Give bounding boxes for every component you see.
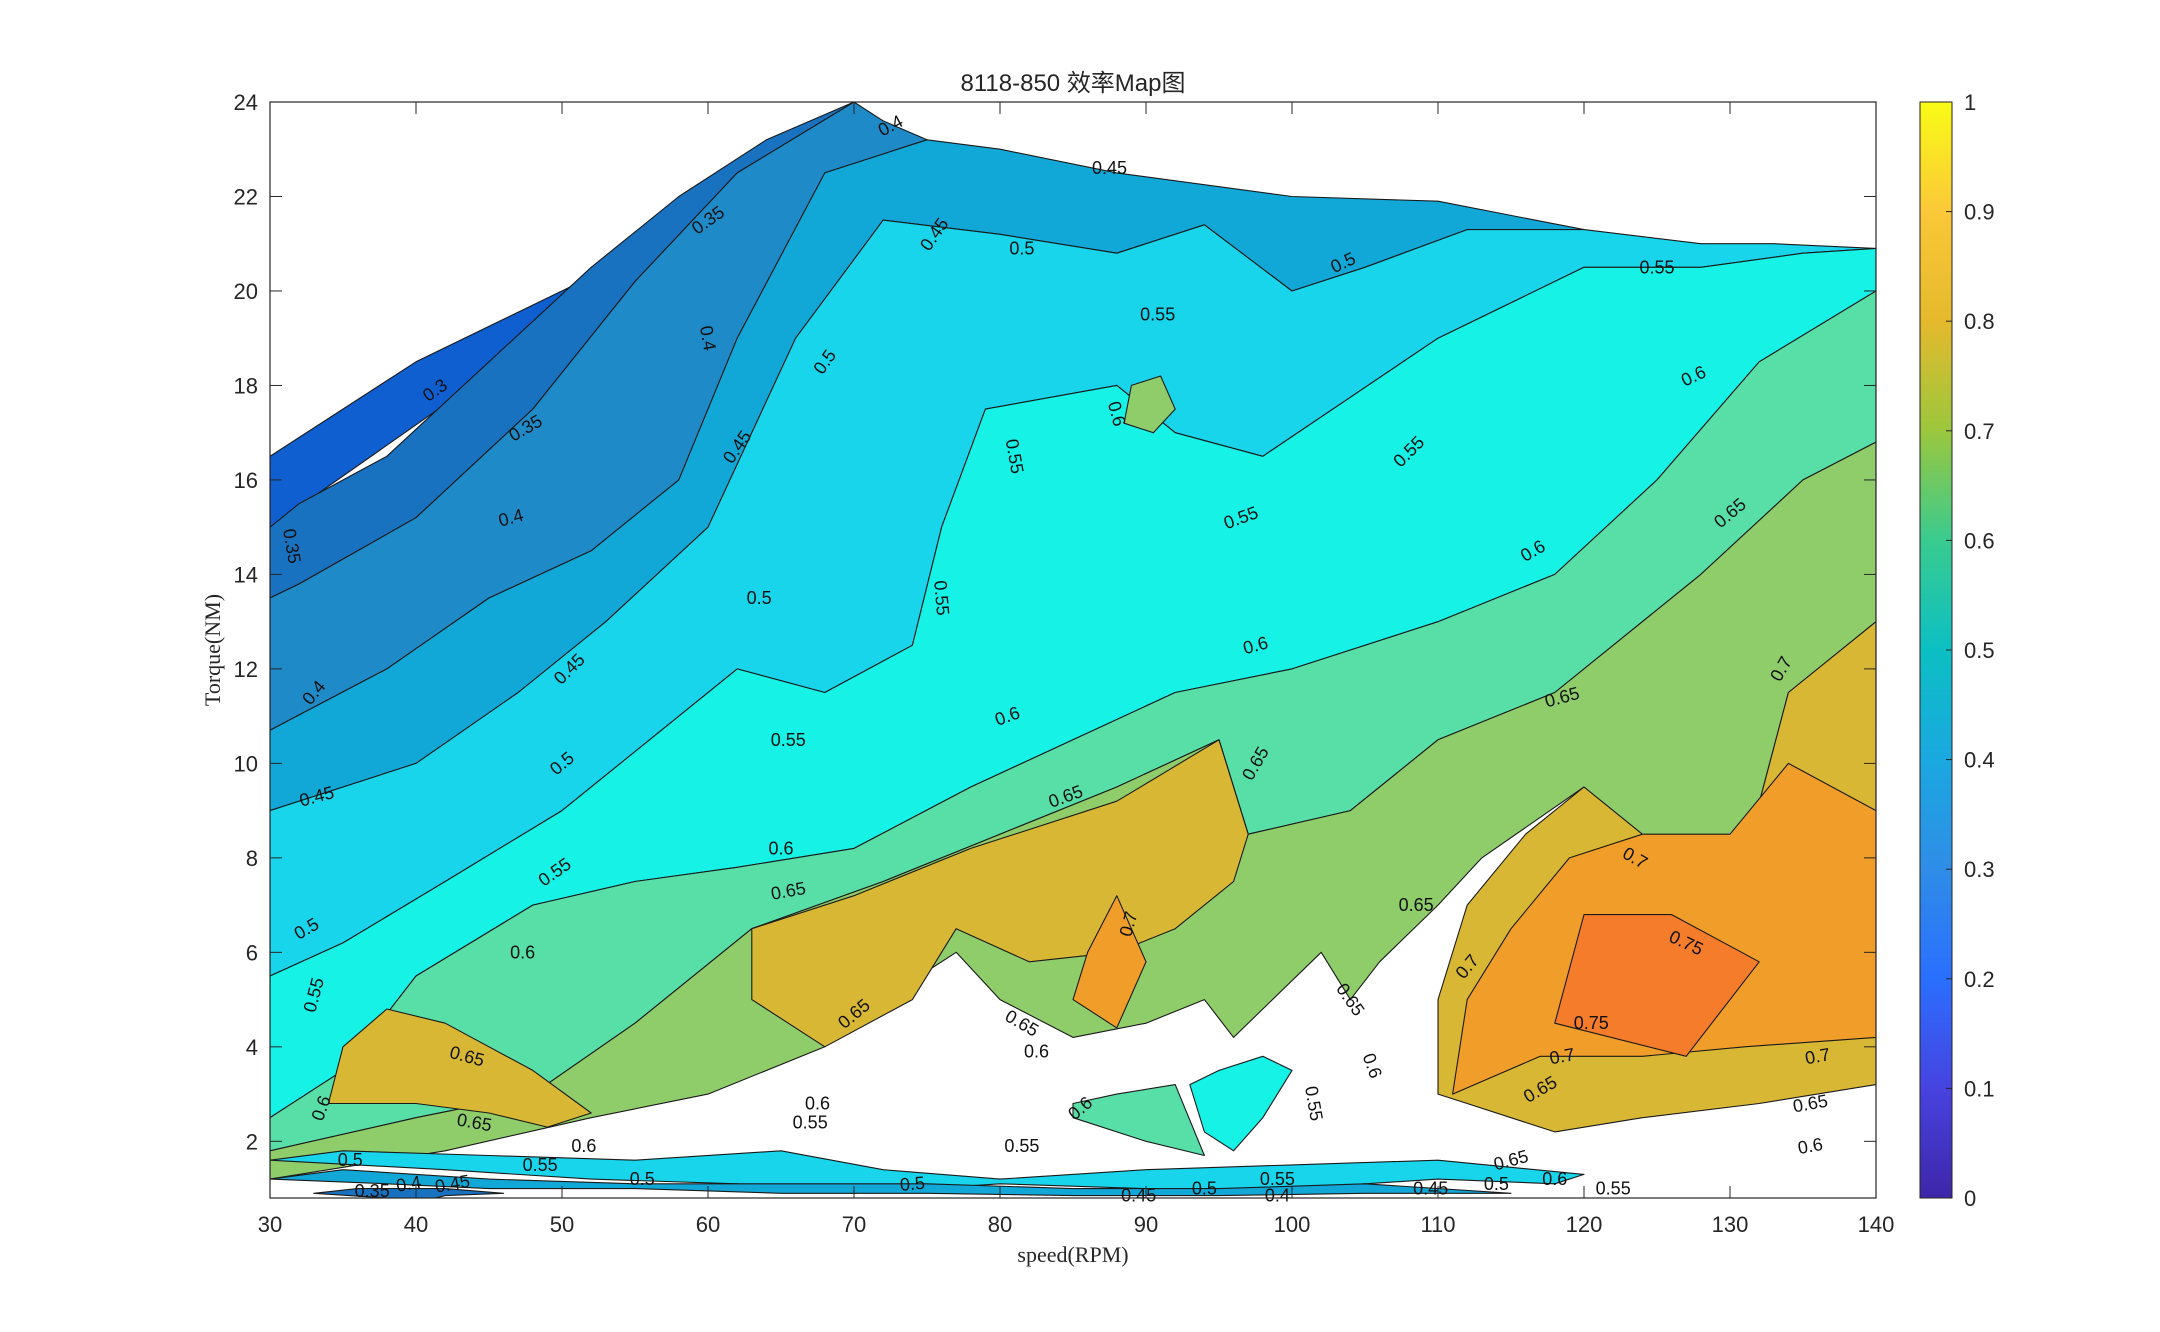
contour-label-50: 0.6 — [1024, 1042, 1049, 1062]
contour-label-78: 0.55 — [1596, 1179, 1631, 1199]
contour-region-14 — [1189, 1055, 1293, 1152]
contour-label-58: 0.6 — [805, 1094, 830, 1114]
contour-label-6: 0.55 — [1639, 257, 1674, 277]
colorbar-tick-label-3: 0.3 — [1964, 857, 1995, 882]
colorbar-tick-label-10: 1 — [1964, 90, 1976, 115]
contour-label-76: 0.5 — [1484, 1174, 1509, 1194]
colorbar-tick-label-5: 0.5 — [1964, 638, 1995, 663]
colorbar-tick-label-2: 0.2 — [1964, 967, 1995, 992]
contour-label-8: 0.55 — [1140, 305, 1175, 325]
y-tick-label-2: 6 — [246, 940, 258, 965]
plot-frame — [269, 101, 1877, 1199]
x-tick-label-10: 130 — [1712, 1212, 1749, 1237]
contour-region-13 — [1072, 895, 1147, 1029]
y-tick-label-5: 12 — [234, 657, 258, 682]
contour-label-62: 0.55 — [793, 1112, 828, 1132]
x-tick-label-7: 100 — [1274, 1212, 1311, 1237]
contour-label-71: 0.6 — [1542, 1169, 1567, 1189]
x-axis-label: speed(RPM) — [1017, 1242, 1128, 1267]
colorbar-tick-label-7: 0.7 — [1964, 419, 1995, 444]
y-tick-label-9: 20 — [234, 279, 258, 304]
contour-label-69: 0.55 — [1260, 1169, 1295, 1189]
contour-region-12 — [751, 739, 1249, 1048]
y-tick-label-1: 4 — [246, 1035, 258, 1060]
contour-region-16 — [1123, 375, 1176, 434]
contour-label-75: 0.5 — [1192, 1179, 1217, 1199]
contour-label-7: 0.4 — [696, 324, 720, 352]
contour-region-15 — [1072, 1084, 1205, 1157]
contour-label-81: 0.4 — [1265, 1186, 1290, 1206]
contour-label-63: 0.6 — [571, 1136, 596, 1156]
contour-label-42: 0.6 — [510, 942, 535, 962]
colorbar-tick-label-9: 0.9 — [1964, 200, 1995, 225]
contour-label-39: 0.65 — [1399, 895, 1434, 915]
contour-label-66: 0.5 — [338, 1150, 363, 1170]
y-tick-label-10: 22 — [234, 184, 258, 209]
x-tick-label-3: 60 — [696, 1212, 720, 1237]
y-axis-label: Torque(NM) — [200, 594, 225, 706]
y-tick-label-7: 16 — [234, 468, 258, 493]
contour-label-36: 0.6 — [768, 838, 793, 858]
contour-label-64: 0.55 — [1004, 1136, 1039, 1156]
x-tick-label-8: 110 — [1420, 1212, 1455, 1237]
contour-label-52: 0.7 — [1548, 1044, 1576, 1068]
x-tick-label-2: 50 — [550, 1212, 574, 1237]
contour-label-73: 0.4 — [395, 1172, 423, 1196]
contour-label-67: 0.55 — [523, 1155, 558, 1175]
contour-label-79: 0.35 — [355, 1181, 390, 1201]
chart-title: 8118-850 效率Map图 — [961, 70, 1186, 97]
x-tick-label-9: 120 — [1566, 1212, 1603, 1237]
contour-region-10 — [1554, 914, 1760, 1057]
contour-label-53: 0.7 — [1804, 1044, 1832, 1068]
contour-region-18 — [270, 1169, 1512, 1197]
colorbar-tick-label-4: 0.4 — [1964, 748, 1995, 773]
contour-region-19 — [313, 1188, 505, 1198]
y-tick-label-4: 10 — [234, 751, 258, 776]
contour-label-70: 0.5 — [630, 1169, 655, 1189]
colorbar-tick-label-1: 0.1 — [1964, 1076, 1995, 1101]
colorbar-tick-label-0: 0 — [1964, 1186, 1976, 1211]
contour-label-4: 0.5 — [1009, 238, 1034, 258]
x-axis: 30 40 50 60 70 80 90 100 110 120 130 140 — [258, 102, 1895, 1237]
x-tick-label-5: 80 — [988, 1212, 1012, 1237]
x-tick-label-11: 140 — [1858, 1212, 1895, 1237]
contour-region-11 — [327, 1008, 592, 1128]
contour-label-80: 0.45 — [1121, 1186, 1156, 1206]
contour-label-22: 0.55 — [930, 580, 953, 617]
colorbar-tick-label-6: 0.6 — [1964, 528, 1995, 553]
contour-label-65: 0.6 — [1796, 1134, 1824, 1158]
x-tick-label-1: 40 — [404, 1212, 428, 1237]
y-tick-label-0: 2 — [246, 1129, 258, 1154]
y-tick-label-3: 8 — [246, 846, 258, 871]
contour-label-30: 0.55 — [771, 730, 806, 750]
x-tick-label-0: 30 — [258, 1212, 282, 1237]
y-tick-label-6: 14 — [234, 562, 258, 587]
contour-label-72: 0.5 — [899, 1173, 926, 1195]
contour-label-1: 0.45 — [1092, 158, 1127, 178]
contour-label-23: 0.5 — [747, 588, 772, 608]
contour-label-49: 0.75 — [1574, 1013, 1609, 1033]
contour-label-77: 0.45 — [1413, 1179, 1448, 1199]
x-tick-label-4: 70 — [842, 1212, 866, 1237]
y-tick-label-8: 18 — [234, 373, 258, 398]
y-tick-label-11: 24 — [234, 90, 258, 115]
contour-fill-group — [270, 102, 1876, 1198]
colorbar-tick-label-8: 0.8 — [1964, 309, 1995, 334]
colorbar-axis: 0 0.1 0.2 0.3 0.4 0.5 0.6 0.7 0.8 0.9 1 — [1946, 90, 1995, 1211]
x-tick-label-6: 90 — [1134, 1212, 1158, 1237]
